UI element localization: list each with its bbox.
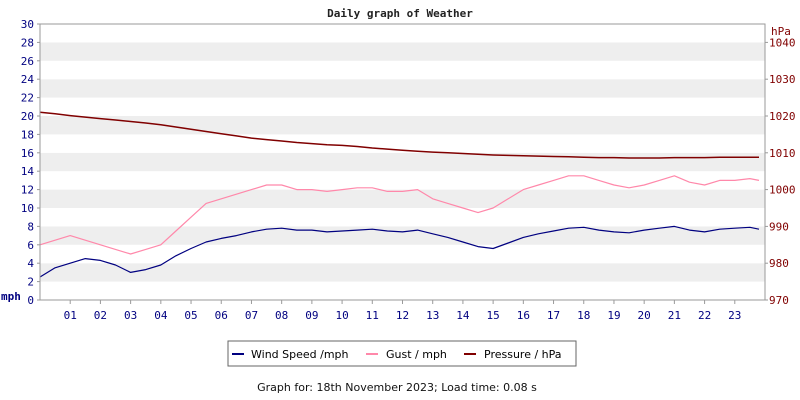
legend: Wind Speed /mph Gust / mph Pressure / hP… — [227, 340, 577, 367]
left-tick-label: 14 — [21, 165, 35, 178]
left-tick-label: 22 — [21, 92, 34, 105]
grid-band — [40, 208, 765, 227]
series-line-gust — [39, 175, 760, 255]
left-tick-label: 0 — [27, 294, 34, 307]
grid-band — [40, 281, 765, 300]
grid-band — [40, 24, 765, 43]
grid-bands — [40, 24, 765, 300]
left-tick-label: 4 — [27, 257, 34, 270]
x-tick-label: 20 — [638, 309, 651, 322]
x-tick-label: 16 — [517, 309, 530, 322]
grid-band — [40, 97, 765, 116]
grid-band — [40, 152, 765, 172]
grid-band — [40, 189, 765, 208]
x-tick-label: 15 — [487, 309, 500, 322]
x-tick-label: 18 — [577, 309, 590, 322]
grid-band — [40, 42, 765, 61]
x-tick-label: 23 — [728, 309, 741, 322]
grid-band — [40, 263, 765, 282]
right-axis-label: hPa — [771, 25, 791, 38]
x-tick-label: 06 — [215, 309, 228, 322]
left-tick-label: 28 — [21, 36, 34, 49]
right-tick-label: 1040 — [769, 36, 796, 49]
grid-band — [40, 116, 765, 135]
grid-band — [40, 60, 765, 80]
chart-title: Daily graph of Weather — [327, 7, 473, 20]
grid-band — [40, 79, 765, 98]
legend-label-wind: Wind Speed /mph — [251, 348, 349, 361]
left-tick-label: 18 — [21, 128, 34, 141]
left-tick-label: 26 — [21, 55, 34, 68]
left-tick-label: 12 — [21, 184, 34, 197]
x-tick-label: 01 — [64, 309, 77, 322]
grid-band — [40, 171, 765, 190]
x-tick-label: 09 — [305, 309, 318, 322]
right-tick-label: 1030 — [769, 73, 796, 86]
right-tick-label: 990 — [769, 220, 789, 233]
x-tick-label: 21 — [668, 309, 681, 322]
x-tick-label: 07 — [245, 309, 258, 322]
x-tick-label: 19 — [607, 309, 620, 322]
left-tick-label: 20 — [21, 110, 34, 123]
x-tick-label: 11 — [366, 309, 379, 322]
grid-band — [40, 226, 765, 245]
series-line-wind-speed — [39, 225, 760, 278]
right-tick-label: 970 — [769, 294, 789, 307]
x-tick-label: 05 — [184, 309, 197, 322]
x-tick-label: 22 — [698, 309, 711, 322]
series-layer — [39, 111, 760, 278]
right-tick-label: 1010 — [769, 147, 796, 160]
x-tick-label: 10 — [335, 309, 348, 322]
left-tick-label: 16 — [21, 147, 34, 160]
left-tick-label: 10 — [21, 202, 34, 215]
right-tick-label: 980 — [769, 257, 789, 270]
legend-label-pressure: Pressure / hPa — [484, 348, 562, 361]
x-tick-label: 08 — [275, 309, 288, 322]
x-tick-label: 03 — [124, 309, 137, 322]
left-tick-label: 6 — [27, 239, 34, 252]
grid-band — [40, 244, 765, 264]
left-tick-label: 24 — [21, 73, 35, 86]
left-tick-label: 30 — [21, 18, 34, 31]
x-tick-label: 02 — [94, 309, 107, 322]
x-tick-label: 14 — [456, 309, 470, 322]
x-tick-label: 13 — [426, 309, 439, 322]
left-tick-label: 8 — [27, 220, 34, 233]
grid-band — [40, 134, 765, 153]
graph-footer: Graph for: 18th November 2023; Load time… — [257, 381, 537, 394]
x-axis-ticks: 01 02 03 04 05 06 07 08 09 10 11 12 13 14 15 16 17 18 19 20… — [64, 300, 741, 322]
left-tick-label: 2 — [27, 276, 34, 289]
right-tick-label: 1020 — [769, 110, 796, 123]
legend-box — [227, 340, 577, 367]
series-line-pressure — [39, 111, 759, 159]
right-axis-ticks: 970 980 990 1000 1010 1020 1030 1040 — [765, 36, 796, 307]
x-tick-label: 17 — [547, 309, 560, 322]
legend-label-gust: Gust / mph — [386, 348, 447, 361]
x-tick-label: 12 — [396, 309, 409, 322]
x-tick-label: 04 — [154, 309, 168, 322]
left-axis-label: mph — [1, 290, 21, 303]
right-tick-label: 1000 — [769, 184, 796, 197]
